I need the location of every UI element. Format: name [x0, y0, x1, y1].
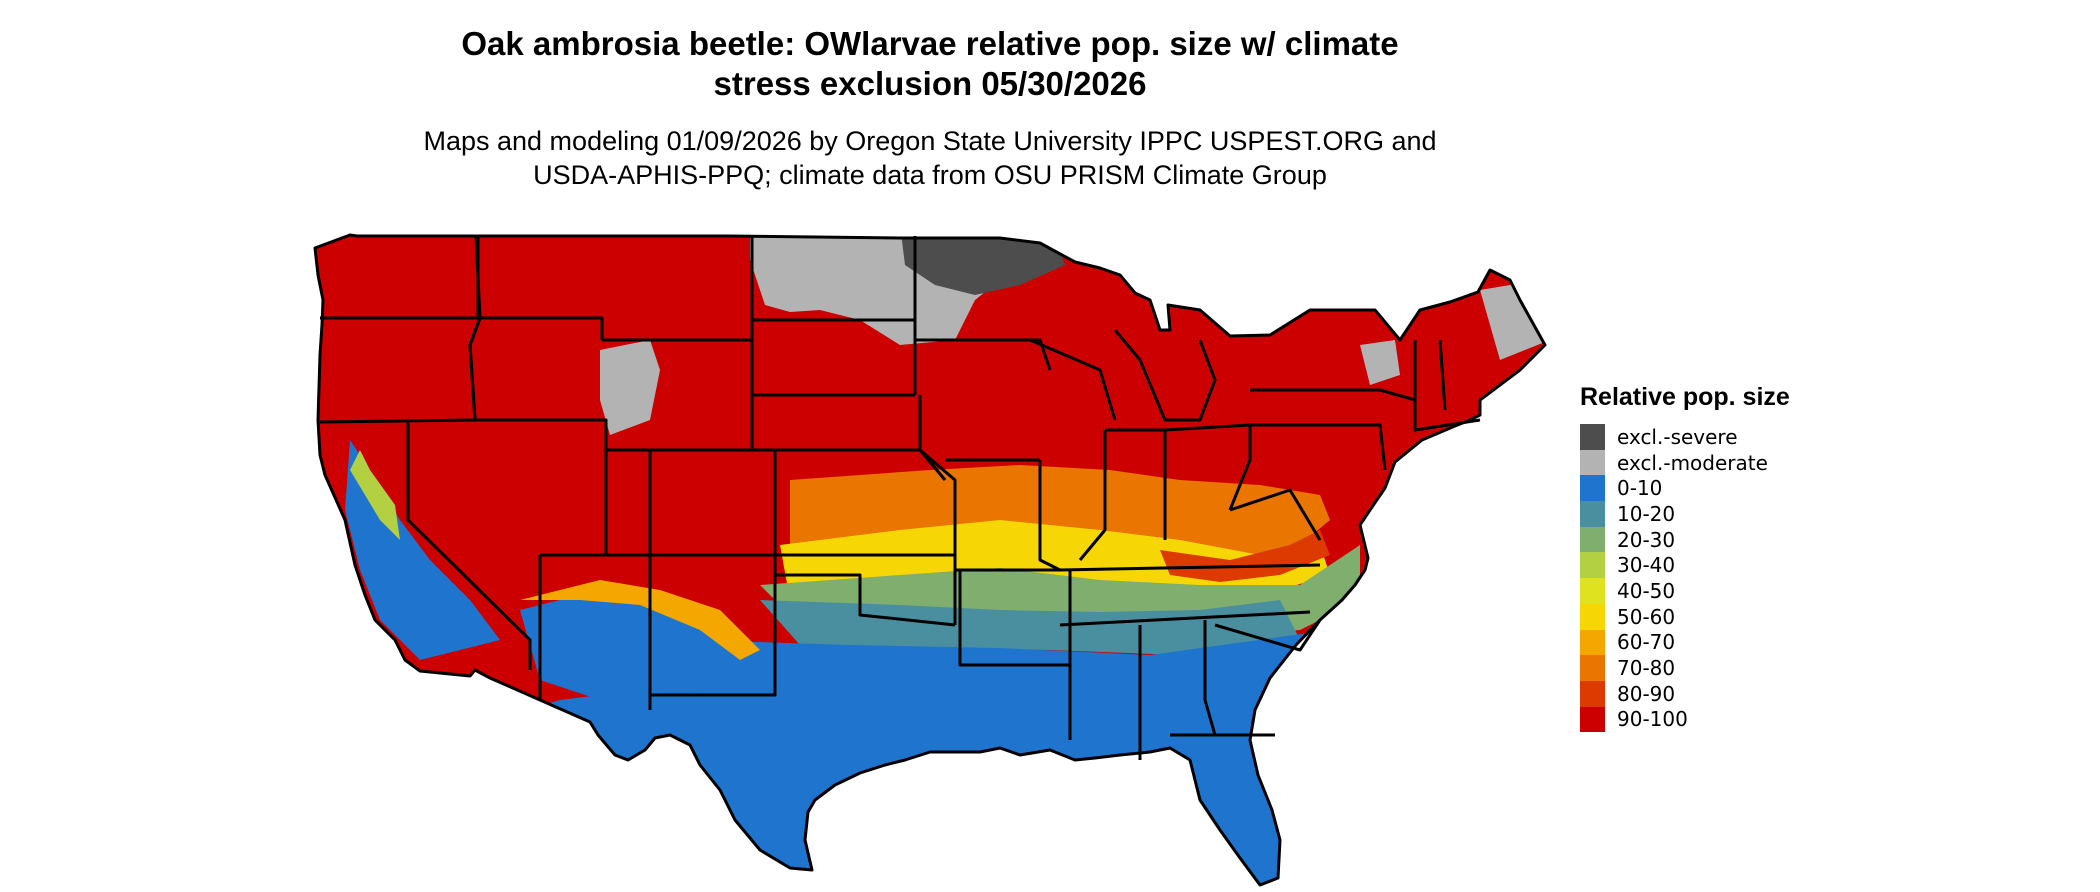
legend-label: 40-50: [1617, 578, 1676, 603]
border-new-england: [1413, 340, 1481, 432]
legend-item: 20-30: [1580, 526, 1790, 553]
legend-swatch: [1580, 680, 1605, 707]
border-sc: [1214, 619, 1322, 652]
legend: Relative pop. size excl.-severe excl.-mod…: [1580, 382, 1790, 733]
border-tn-ky: [1059, 563, 1321, 572]
border-mi: [1113, 329, 1217, 422]
title-line-2: stress exclusion 05/30/2026: [713, 65, 1147, 102]
legend-label: excl.-moderate: [1617, 450, 1768, 475]
legend-item: 40-50: [1580, 578, 1790, 604]
border-ar-la: [958, 570, 1070, 667]
region-excl-severe: [900, 235, 1065, 295]
legend-items: excl.-severe excl.-moderate 0-10 10-20 20-30…: [1580, 424, 1790, 733]
legend-swatch: [1580, 578, 1605, 604]
legend-item: excl.-severe: [1580, 424, 1790, 450]
border-al-ga: [1203, 620, 1217, 736]
border-pa-ny: [1250, 423, 1387, 471]
legend-title: Relative pop. size: [1580, 383, 1790, 411]
region-60-70-southwest: [520, 580, 760, 660]
legend-swatch: [1580, 552, 1605, 579]
border-ia-mo: [918, 395, 957, 625]
legend-swatch: [1580, 526, 1605, 553]
legend-item: 50-60: [1580, 603, 1790, 630]
border-mt-id: [476, 236, 604, 340]
country-outline: [313, 233, 1547, 887]
legend-label: 90-100: [1617, 707, 1688, 732]
legend-label: 50-60: [1617, 604, 1676, 629]
legend-label: 30-40: [1617, 553, 1676, 578]
region-30-40-california: [350, 450, 400, 540]
legend-label: 80-90: [1617, 681, 1676, 706]
legend-item: 10-20: [1580, 501, 1790, 527]
legend-label: 60-70: [1617, 630, 1676, 655]
map-fill-regions: [315, 235, 1545, 885]
border-il-west: [1038, 460, 1061, 572]
border-ca-nv-az: [406, 422, 532, 670]
legend-swatch: [1580, 655, 1605, 681]
legend-swatch: [1580, 629, 1605, 656]
state-boundaries: [313, 233, 1547, 887]
legend-label: excl.-severe: [1617, 424, 1738, 449]
border-or-ca-nv: [319, 418, 476, 424]
region-10-20: [760, 600, 1300, 655]
border-nm: [650, 553, 777, 697]
border-tn-south: [1059, 610, 1311, 627]
legend-swatch: [1580, 706, 1605, 733]
region-excl-moderate-west: [600, 340, 660, 435]
border-wv-va: [1229, 488, 1322, 541]
legend-swatch: [1580, 449, 1605, 476]
border-mn-ia: [915, 338, 1052, 371]
region-80-90-appalachia: [1160, 530, 1330, 582]
legend-swatch: [1580, 475, 1605, 502]
border-wi: [1029, 338, 1117, 421]
region-excl-moderate-ny: [1360, 340, 1400, 385]
legend-label: 10-20: [1617, 501, 1676, 526]
legend-swatch: [1580, 501, 1605, 527]
subtitle-line-1: Maps and modeling 01/09/2026 by Oregon S…: [423, 126, 1437, 156]
border-oh-pa: [1164, 423, 1252, 511]
border-vt-nh: [1438, 339, 1447, 411]
map-title: Oak ambrosia beetle: OWlarvae relative p…: [380, 24, 1480, 104]
legend-item: 70-80: [1580, 655, 1790, 681]
legend-label: 70-80: [1617, 656, 1676, 681]
legend-item: 30-40: [1580, 552, 1790, 579]
legend-swatch: [1580, 424, 1605, 450]
legend-item: 0-10: [1580, 475, 1790, 502]
border-il-in: [1078, 430, 1107, 561]
title-line-1: Oak ambrosia beetle: OWlarvae relative p…: [461, 25, 1399, 62]
legend-item: 90-100: [1580, 706, 1790, 733]
legend-label: 20-30: [1617, 527, 1676, 552]
border-ny-south: [1250, 388, 1416, 402]
legend-swatch: [1580, 603, 1605, 630]
legend-label: 0-10: [1617, 476, 1663, 501]
map-subtitle: Maps and modeling 01/09/2026 by Oregon S…: [380, 124, 1480, 192]
subtitle-line-2: USDA-APHIS-PPQ; climate data from OSU PR…: [533, 160, 1327, 190]
legend-item: excl.-moderate: [1580, 449, 1790, 476]
border-ok-tx: [775, 573, 956, 627]
legend-item: 60-70: [1580, 629, 1790, 656]
legend-item: 80-90: [1580, 680, 1790, 707]
